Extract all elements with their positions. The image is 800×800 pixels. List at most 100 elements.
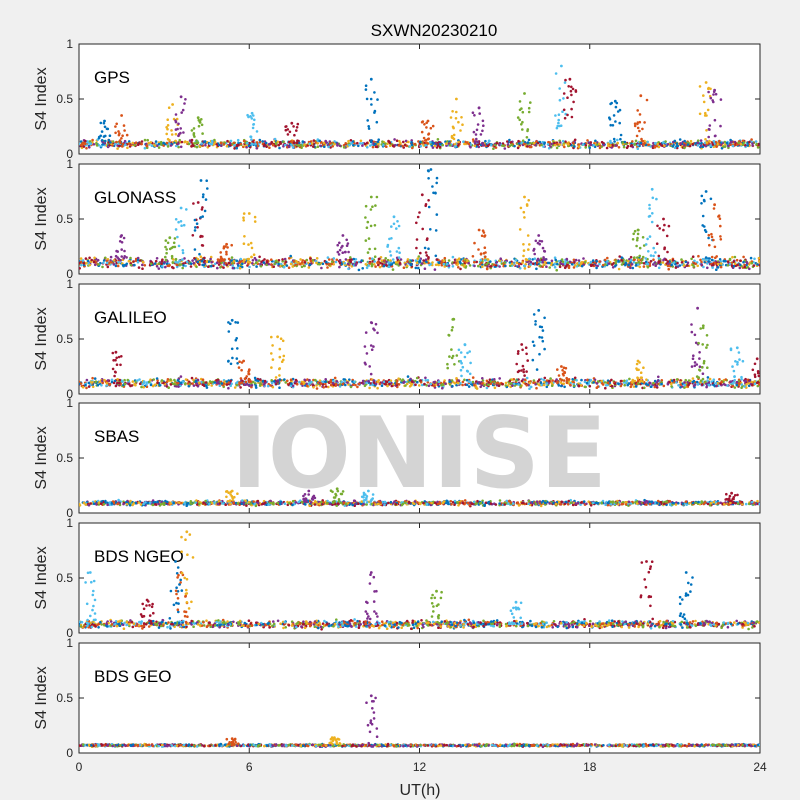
data-point <box>336 243 340 247</box>
data-point <box>484 259 487 262</box>
data-point <box>659 263 662 266</box>
data-point <box>203 256 206 260</box>
data-point <box>706 376 710 379</box>
data-point <box>732 381 735 384</box>
data-point <box>622 258 625 262</box>
data-point <box>534 239 538 243</box>
data-point <box>79 257 83 260</box>
data-point <box>683 386 686 389</box>
data-point <box>149 262 153 266</box>
data-point <box>686 264 689 267</box>
data-point <box>636 377 640 380</box>
data-point <box>208 142 212 146</box>
data-point <box>408 145 412 148</box>
data-point <box>225 242 229 246</box>
data-point <box>761 371 764 374</box>
data-point <box>525 352 528 356</box>
data-point <box>366 220 370 224</box>
data-point <box>157 142 161 146</box>
data-point <box>667 262 670 266</box>
data-point <box>569 383 572 387</box>
data-point <box>508 144 512 148</box>
data-point <box>375 120 379 124</box>
data-point <box>348 143 351 147</box>
data-point <box>679 142 683 145</box>
data-point <box>572 258 576 262</box>
data-point <box>215 143 218 146</box>
data-point <box>193 248 197 251</box>
data-point <box>290 121 294 125</box>
data-point <box>272 265 276 269</box>
data-point <box>243 258 246 262</box>
data-point <box>193 229 197 232</box>
data-point <box>216 266 219 270</box>
data-point <box>733 378 736 382</box>
data-point <box>158 384 162 387</box>
data-point <box>319 382 323 385</box>
data-point <box>278 367 282 370</box>
data-point <box>567 143 570 146</box>
data-point <box>184 378 188 381</box>
data-point <box>525 370 528 373</box>
data-point <box>571 378 574 381</box>
data-point <box>165 251 168 255</box>
data-point <box>369 77 373 81</box>
data-point <box>555 268 558 272</box>
data-point <box>522 370 525 374</box>
data-point <box>676 261 679 265</box>
data-point <box>657 261 661 264</box>
data-point <box>373 328 376 332</box>
data-point <box>398 251 401 254</box>
data-point <box>753 380 756 383</box>
data-point <box>194 379 198 383</box>
data-point <box>420 193 424 197</box>
data-point <box>231 356 234 360</box>
data-point <box>484 255 487 259</box>
data-point <box>183 140 186 144</box>
data-point <box>702 361 706 365</box>
data-point <box>584 260 587 264</box>
data-point <box>710 255 714 259</box>
data-point <box>378 382 382 386</box>
data-point <box>150 144 154 147</box>
data-point <box>710 380 713 384</box>
data-point <box>351 380 354 383</box>
data-point <box>699 327 702 330</box>
data-point <box>98 380 101 384</box>
data-point <box>541 246 545 250</box>
data-point <box>606 256 609 260</box>
data-point <box>291 146 295 149</box>
data-point <box>344 142 348 145</box>
data-point <box>755 142 758 146</box>
data-point <box>176 235 179 239</box>
data-point <box>249 115 252 118</box>
data-point <box>228 142 232 145</box>
data-point <box>670 379 674 383</box>
data-point <box>557 118 560 122</box>
data-point <box>700 202 703 205</box>
data-point <box>101 265 104 269</box>
data-point <box>649 385 653 389</box>
data-point <box>180 224 183 227</box>
data-point <box>157 146 161 149</box>
data-point <box>196 378 200 382</box>
data-point <box>574 264 577 267</box>
data-point <box>473 260 476 264</box>
data-point <box>425 260 428 264</box>
data-point <box>478 112 482 115</box>
data-point <box>585 381 589 385</box>
data-point <box>235 146 238 150</box>
data-point <box>481 142 485 145</box>
data-point <box>281 260 285 263</box>
data-point <box>443 265 447 268</box>
data-point <box>442 262 446 266</box>
data-point <box>121 264 125 267</box>
data-point <box>377 263 380 267</box>
data-point <box>349 256 352 259</box>
data-point <box>435 213 439 216</box>
data-point <box>558 265 562 269</box>
data-point <box>299 258 302 261</box>
data-point <box>489 380 493 383</box>
data-point <box>195 145 199 149</box>
data-point <box>349 260 353 264</box>
